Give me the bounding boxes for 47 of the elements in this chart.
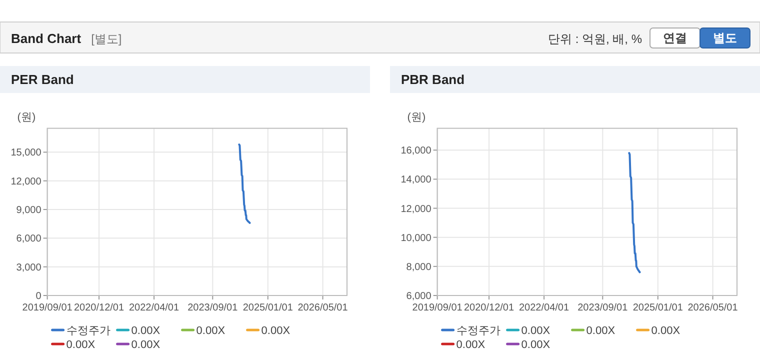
line-series [628, 152, 641, 274]
y-tick-label: 15,000 [10, 148, 42, 159]
y-tick-label: 16,000 [400, 146, 432, 157]
legend-label: 수정주가 [66, 325, 110, 337]
x-tick-label: 2023/09/01 [188, 302, 238, 314]
legend-label: 0.00X [66, 339, 96, 351]
text: 별도 [713, 31, 737, 45]
y-tick-label: 12,000 [400, 204, 432, 215]
y-tick-label: 14,000 [400, 174, 432, 186]
y-tick-label: 6,000 [406, 291, 432, 302]
line-series [238, 144, 251, 224]
legend-label: 0.00X [131, 339, 161, 351]
y-tick-label: 3,000 [16, 262, 42, 274]
y-tick-label: 12,000 [10, 176, 42, 188]
legend-label: 0.00X [261, 325, 291, 337]
x-tick-label: 2022/04/01 [518, 302, 570, 314]
x-tick-label: 2023/09/01 [578, 302, 628, 314]
legend-label: 0.00X [521, 339, 551, 351]
y-axis-title: (원) [407, 111, 426, 124]
y-tick-label: 9,000 [16, 205, 42, 216]
chart-title: PBR Band [401, 72, 465, 87]
text: 단위 : 억원, 배, % [548, 32, 642, 46]
y-axis-title: (원) [17, 111, 36, 124]
legend-label: 0.00X [456, 339, 486, 351]
y-tick-label: 10,000 [400, 232, 432, 244]
legend-label: 0.00X [651, 325, 681, 337]
x-tick-label: 2025/01/01 [632, 302, 684, 314]
y-tick-label: 8,000 [406, 262, 432, 273]
x-tick-label: 2022/04/01 [128, 302, 180, 314]
x-tick-label: 2025/01/01 [242, 302, 294, 314]
text: Band Chart [11, 31, 82, 46]
text: [별도] [91, 32, 122, 46]
x-tick-label: 2019/09/01 [412, 302, 463, 314]
legend-label: 0.00X [131, 325, 161, 337]
x-tick-label: 2026/05/01 [688, 302, 738, 314]
x-tick-label: 2026/05/01 [298, 302, 348, 314]
x-tick-label: 2019/09/01 [22, 302, 73, 314]
text: 연결 [663, 31, 687, 45]
legend-label: 0.00X [586, 325, 616, 337]
x-tick-label: 2020/12/01 [74, 302, 124, 314]
legend-label: 0.00X [196, 325, 226, 337]
legend-label: 0.00X [521, 325, 551, 337]
y-tick-label: 0 [36, 291, 42, 302]
x-tick-label: 2020/12/01 [464, 302, 514, 314]
y-tick-label: 6,000 [16, 234, 42, 245]
legend-label: 수정주가 [456, 325, 500, 337]
chart-title: PER Band [11, 72, 74, 87]
